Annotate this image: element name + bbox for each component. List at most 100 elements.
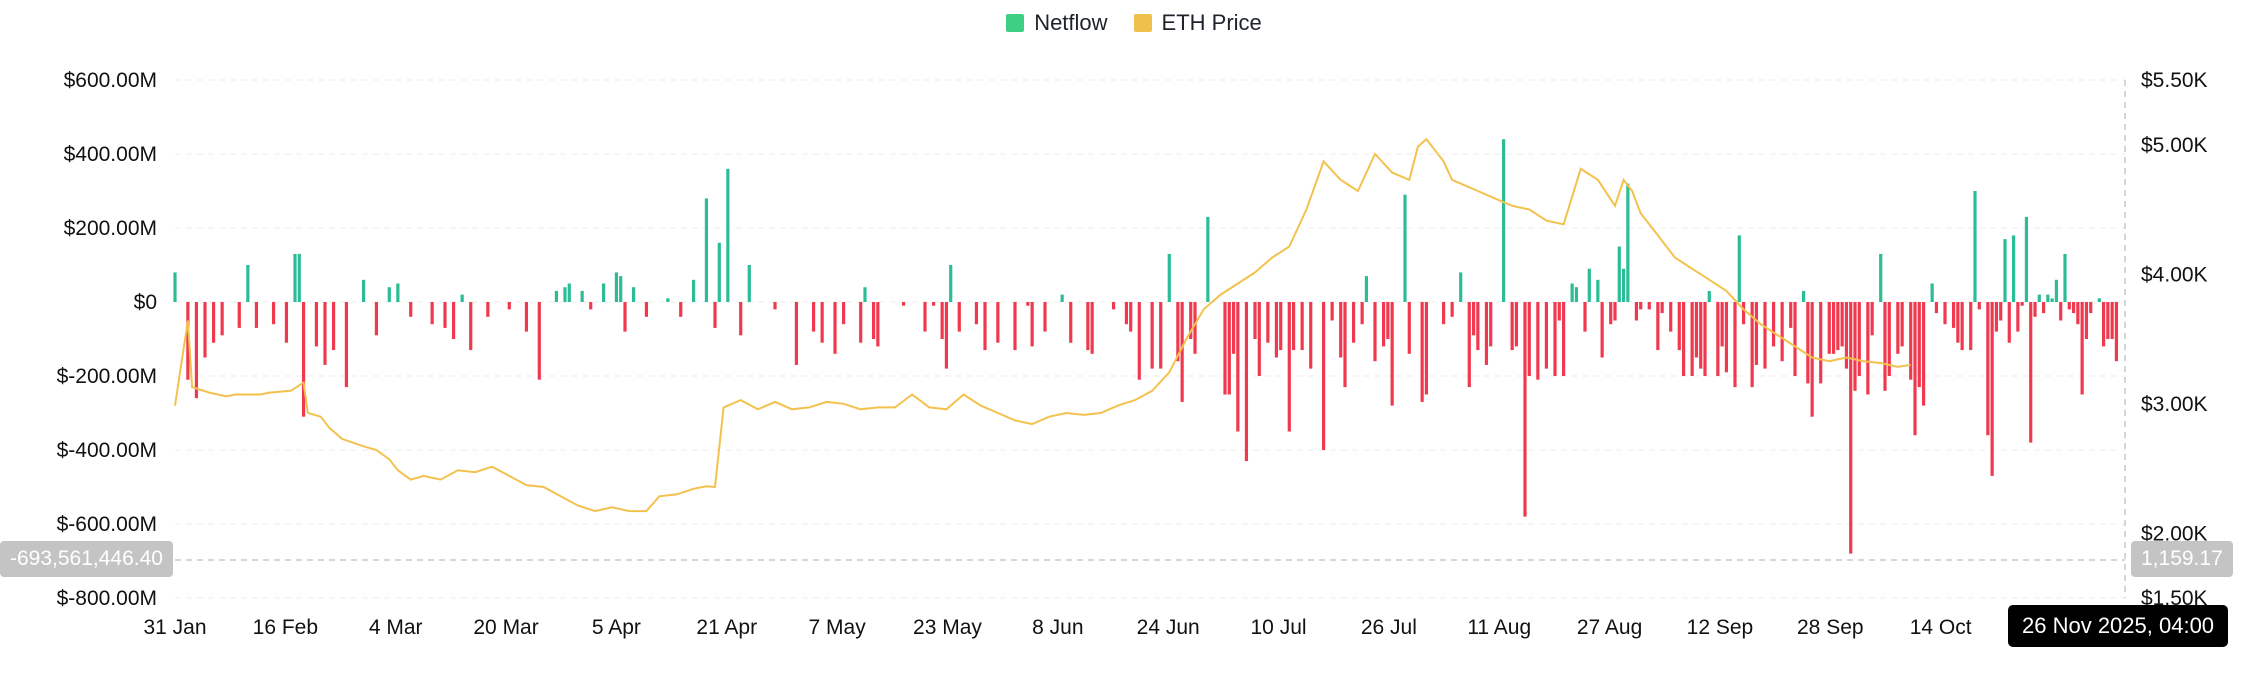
netflow-bar bbox=[1266, 302, 1270, 343]
netflow-bar bbox=[1870, 302, 1874, 336]
y-left-tick-label: $-800.00M bbox=[57, 587, 157, 610]
netflow-bar bbox=[1291, 302, 1296, 351]
netflow-bar bbox=[1831, 302, 1836, 354]
netflow-bar bbox=[717, 242, 721, 302]
x-tick-label: 23 May bbox=[913, 616, 982, 639]
netflow-bar bbox=[1703, 302, 1707, 376]
netflow-bar bbox=[1561, 302, 1566, 376]
netflow-bar bbox=[1189, 302, 1193, 339]
legend-label-netflow: Netflow bbox=[1034, 10, 1108, 35]
netflow-bar bbox=[194, 302, 199, 399]
netflow-bar bbox=[1986, 302, 1990, 436]
netflow-bar bbox=[1300, 302, 1304, 351]
netflow-bar bbox=[1900, 302, 1904, 347]
netflow-bar bbox=[1137, 302, 1141, 380]
y-left-tick-label: $200.00M bbox=[64, 217, 157, 240]
netflow-bar bbox=[1754, 302, 1759, 365]
netflow-bar bbox=[173, 272, 177, 302]
netflow-bar bbox=[1999, 302, 2003, 321]
netflow-bar bbox=[1274, 302, 1279, 358]
netflow-bar bbox=[1381, 302, 1386, 347]
netflow-bar bbox=[1544, 302, 1549, 369]
netflow-bar bbox=[1244, 302, 1249, 462]
netflow-bar bbox=[1536, 302, 1540, 380]
netflow-bar bbox=[1801, 290, 1806, 302]
netflow-bar bbox=[1150, 302, 1154, 369]
netflow-bar bbox=[507, 302, 511, 310]
netflow-bar bbox=[186, 302, 190, 380]
netflow-bar bbox=[361, 279, 366, 302]
netflow-bar bbox=[220, 302, 224, 336]
netflow-bar bbox=[2054, 279, 2059, 302]
netflow-bar bbox=[2059, 302, 2063, 321]
netflow-bar bbox=[1857, 302, 1861, 376]
netflow-bar bbox=[344, 302, 349, 388]
netflow-bar bbox=[1639, 302, 1643, 310]
netflow-bar bbox=[1930, 283, 1934, 302]
netflow-bar bbox=[1364, 276, 1369, 302]
netflow-bar bbox=[876, 302, 880, 347]
netflow-bar bbox=[1951, 302, 1956, 328]
netflow-bar bbox=[297, 253, 301, 302]
netflow-bar bbox=[739, 302, 743, 336]
netflow-bar bbox=[1973, 191, 1977, 302]
netflow-bar bbox=[323, 302, 327, 365]
netflow-bar bbox=[301, 302, 306, 417]
netflow-bar bbox=[1716, 302, 1720, 376]
netflow-bar bbox=[1656, 302, 1660, 351]
netflow-bar bbox=[1167, 253, 1171, 302]
netflow-bar bbox=[996, 302, 1000, 343]
netflow-bar bbox=[1557, 302, 1561, 321]
netflow-bar bbox=[1424, 302, 1429, 395]
netflow-bar bbox=[1600, 302, 1604, 358]
netflow-bar bbox=[1943, 302, 1947, 325]
netflow-bar bbox=[1883, 302, 1887, 391]
netflow-bar bbox=[1013, 302, 1017, 351]
x-axis: 31 Jan 16 Feb 4 Mar 20 Mar 5 Apr 21 Apr 7 May 2… bbox=[143, 616, 2082, 639]
y-left-tick-label: $-400.00M bbox=[57, 439, 157, 462]
netflow-bar bbox=[1960, 302, 1964, 351]
netflow-bar bbox=[1909, 302, 1913, 380]
legend-item-eth-price[interactable]: ETH Price bbox=[1133, 10, 1262, 36]
netflow-bar bbox=[1330, 302, 1334, 321]
y-axis-left: $600.00M $400.00M $200.00M $0 $-200.00M $-400… bbox=[57, 69, 157, 610]
netflow-bar bbox=[1287, 302, 1291, 432]
netflow-bar bbox=[1634, 302, 1639, 321]
netflow-bar bbox=[1030, 302, 1034, 347]
netflow-bar bbox=[2089, 302, 2093, 314]
netflow-bar bbox=[2041, 302, 2046, 314]
netflow-bar bbox=[2024, 216, 2029, 302]
netflow-bar bbox=[1236, 302, 1240, 432]
legend-label-eth-price: ETH Price bbox=[1161, 10, 1262, 35]
netflow-bar bbox=[614, 272, 619, 302]
netflow-bar bbox=[631, 287, 636, 302]
netflow-bar bbox=[1026, 302, 1030, 306]
netflow-bar bbox=[1090, 302, 1094, 354]
netflow-bar bbox=[1386, 302, 1390, 339]
x-tick-label: 14 Oct bbox=[1910, 616, 1972, 639]
netflow-bar bbox=[1677, 302, 1681, 351]
netflow-bar bbox=[2050, 298, 2054, 302]
eth-price-line bbox=[174, 137, 1911, 513]
netflow-bar bbox=[246, 265, 250, 302]
netflow-bar bbox=[1609, 302, 1613, 325]
netflow-bar bbox=[1990, 302, 1994, 476]
netflow-bar bbox=[1223, 302, 1227, 395]
netflow-bar bbox=[2084, 302, 2089, 339]
netflow-bar bbox=[1917, 302, 1921, 388]
netflow-bar bbox=[747, 265, 751, 302]
netflow-bar bbox=[443, 302, 447, 328]
netflow-bar bbox=[1527, 302, 1531, 376]
netflow-bar bbox=[923, 302, 927, 332]
netflow-bar bbox=[1351, 302, 1356, 343]
netflow-bar bbox=[469, 302, 473, 351]
netflow-bar bbox=[1231, 302, 1236, 354]
netflow-bar bbox=[859, 302, 863, 343]
x-tick-label: 21 Apr bbox=[696, 616, 757, 639]
legend-item-netflow[interactable]: Netflow bbox=[1006, 10, 1108, 36]
netflow-bar bbox=[563, 287, 567, 302]
netflow-bar bbox=[666, 298, 670, 302]
netflow-bar bbox=[1587, 268, 1591, 302]
x-tick-label: 20 Mar bbox=[473, 616, 538, 639]
